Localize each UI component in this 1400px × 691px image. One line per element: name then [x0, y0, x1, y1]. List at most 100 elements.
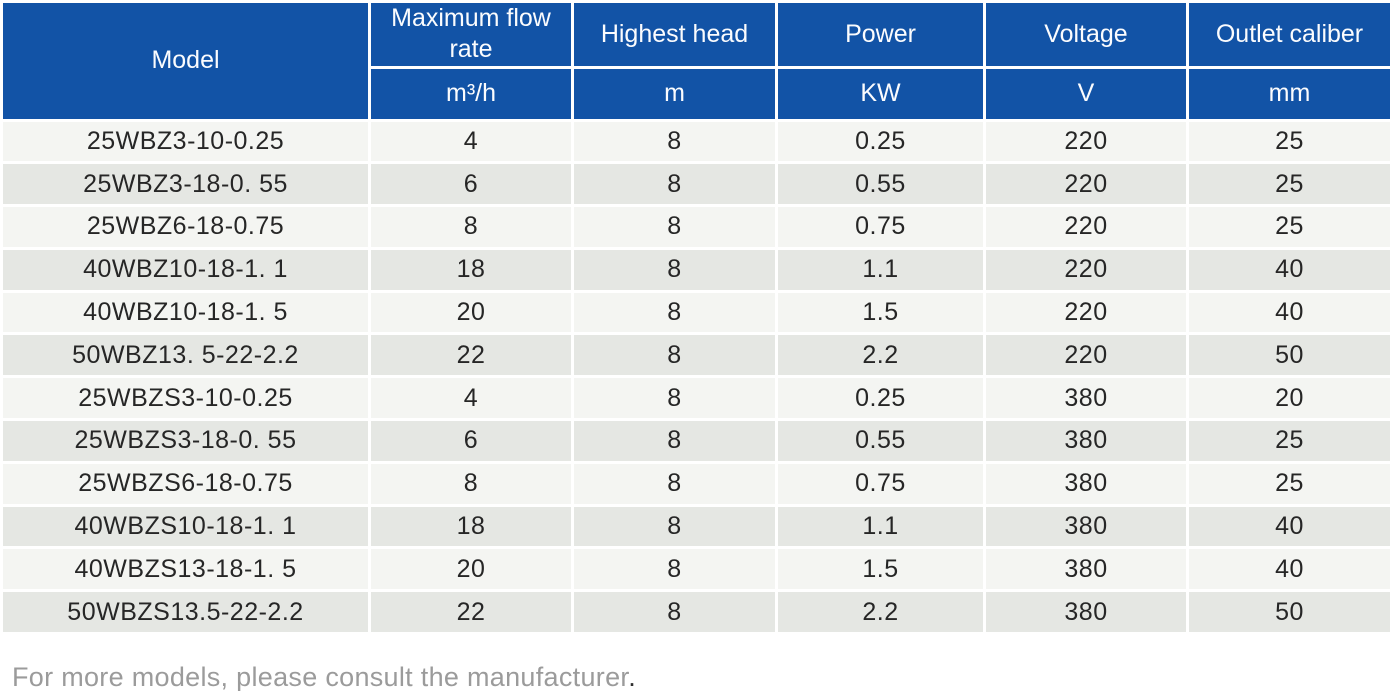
cell-highest-head: 8: [571, 161, 778, 208]
cell-highest-head: 8: [571, 204, 778, 250]
column-unit-max-flow-rate: m³/h: [368, 65, 574, 122]
table-row: 40WBZ10-18-1. 5 20 8 1.5 220 40: [0, 289, 1393, 336]
cell-max-flow-rate: 22: [368, 332, 574, 379]
pump-spec-table: Model Maximum flow rate Highest head Power V…: [0, 0, 1393, 636]
cell-voltage: 220: [983, 118, 1189, 165]
footer-note: For more models, please consult the manu…: [12, 662, 1400, 691]
table-body: 25WBZ3-10-0.25 4 8 0.25 220 25 25WBZ3-18-0. 55…: [0, 118, 1393, 636]
footer-text: For more models, please consult the manu…: [12, 662, 629, 691]
cell-max-flow-rate: 6: [368, 418, 574, 464]
column-unit-outlet-caliber: mm: [1186, 65, 1393, 122]
cell-highest-head: 8: [571, 546, 778, 593]
cell-highest-head: 8: [571, 332, 778, 379]
cell-highest-head: 8: [571, 289, 778, 336]
cell-outlet-caliber: 25: [1186, 204, 1393, 250]
cell-model: 40WBZ10-18-1. 1: [0, 246, 371, 293]
table-row: 25WBZS3-10-0.25 4 8 0.25 380 20: [0, 375, 1393, 422]
cell-voltage: 380: [983, 375, 1189, 422]
cell-model: 40WBZS10-18-1. 1: [0, 503, 371, 550]
cell-highest-head: 8: [571, 418, 778, 464]
cell-power: 2.2: [775, 332, 986, 379]
column-header-voltage: Voltage: [983, 0, 1189, 69]
footer-period: .: [628, 662, 637, 691]
table-row: 50WBZS13.5-22-2.2 22 8 2.2 380 50: [0, 589, 1393, 636]
cell-power: 0.75: [775, 204, 986, 250]
cell-model: 40WBZS13-18-1. 5: [0, 546, 371, 593]
cell-voltage: 220: [983, 161, 1189, 208]
cell-outlet-caliber: 40: [1186, 503, 1393, 550]
cell-power: 1.1: [775, 246, 986, 293]
table-row: 25WBZ6-18-0.75 8 8 0.75 220 25: [0, 204, 1393, 250]
table-header: Model Maximum flow rate Highest head Power V…: [0, 0, 1393, 122]
cell-outlet-caliber: 40: [1186, 546, 1393, 593]
cell-outlet-caliber: 25: [1186, 460, 1393, 507]
cell-model: 25WBZ3-10-0.25: [0, 118, 371, 165]
cell-power: 1.5: [775, 546, 986, 593]
cell-max-flow-rate: 4: [368, 375, 574, 422]
cell-model: 25WBZS6-18-0.75: [0, 460, 371, 507]
table-row: 25WBZS3-18-0. 55 6 8 0.55 380 25: [0, 418, 1393, 464]
table-row: 25WBZ3-10-0.25 4 8 0.25 220 25: [0, 118, 1393, 165]
cell-voltage: 380: [983, 460, 1189, 507]
cell-power: 0.25: [775, 118, 986, 165]
cell-outlet-caliber: 20: [1186, 375, 1393, 422]
cell-power: 1.1: [775, 503, 986, 550]
column-header-outlet-caliber: Outlet caliber: [1186, 0, 1393, 69]
cell-highest-head: 8: [571, 246, 778, 293]
cell-voltage: 380: [983, 418, 1189, 464]
cell-voltage: 220: [983, 332, 1189, 379]
cell-power: 0.55: [775, 418, 986, 464]
cell-model: 25WBZS3-18-0. 55: [0, 418, 371, 464]
cell-outlet-caliber: 25: [1186, 418, 1393, 464]
cell-power: 0.55: [775, 161, 986, 208]
table-row: 40WBZS10-18-1. 1 18 8 1.1 380 40: [0, 503, 1393, 550]
cell-voltage: 220: [983, 204, 1189, 250]
table-row: 25WBZ3-18-0. 55 6 8 0.55 220 25: [0, 161, 1393, 208]
cell-max-flow-rate: 8: [368, 204, 574, 250]
cell-voltage: 380: [983, 503, 1189, 550]
table-row: 40WBZ10-18-1. 1 18 8 1.1 220 40: [0, 246, 1393, 293]
cell-model: 50WBZS13.5-22-2.2: [0, 589, 371, 636]
cell-model: 25WBZS3-10-0.25: [0, 375, 371, 422]
cell-outlet-caliber: 50: [1186, 332, 1393, 379]
cell-outlet-caliber: 40: [1186, 246, 1393, 293]
cell-max-flow-rate: 6: [368, 161, 574, 208]
cell-highest-head: 8: [571, 375, 778, 422]
cell-voltage: 220: [983, 289, 1189, 336]
cell-max-flow-rate: 8: [368, 460, 574, 507]
table-row: 50WBZ13. 5-22-2.2 22 8 2.2 220 50: [0, 332, 1393, 379]
cell-power: 0.75: [775, 460, 986, 507]
cell-highest-head: 8: [571, 118, 778, 165]
column-header-power: Power: [775, 0, 986, 69]
cell-max-flow-rate: 22: [368, 589, 574, 636]
column-header-max-flow-rate: Maximum flow rate: [368, 0, 574, 69]
cell-voltage: 380: [983, 589, 1189, 636]
cell-model: 25WBZ6-18-0.75: [0, 204, 371, 250]
table-row: 25WBZS6-18-0.75 8 8 0.75 380 25: [0, 460, 1393, 507]
cell-max-flow-rate: 20: [368, 546, 574, 593]
cell-highest-head: 8: [571, 503, 778, 550]
column-header-highest-head: Highest head: [571, 0, 778, 69]
column-header-model: Model: [0, 0, 371, 122]
cell-highest-head: 8: [571, 460, 778, 507]
column-unit-highest-head: m: [571, 65, 778, 122]
cell-voltage: 380: [983, 546, 1189, 593]
cell-power: 1.5: [775, 289, 986, 336]
cell-highest-head: 8: [571, 589, 778, 636]
cell-model: 40WBZ10-18-1. 5: [0, 289, 371, 336]
cell-power: 2.2: [775, 589, 986, 636]
cell-model: 50WBZ13. 5-22-2.2: [0, 332, 371, 379]
cell-outlet-caliber: 40: [1186, 289, 1393, 336]
cell-model: 25WBZ3-18-0. 55: [0, 161, 371, 208]
cell-max-flow-rate: 4: [368, 118, 574, 165]
cell-max-flow-rate: 18: [368, 246, 574, 293]
cell-outlet-caliber: 25: [1186, 161, 1393, 208]
cell-max-flow-rate: 20: [368, 289, 574, 336]
cell-power: 0.25: [775, 375, 986, 422]
table-row: 40WBZS13-18-1. 5 20 8 1.5 380 40: [0, 546, 1393, 593]
cell-outlet-caliber: 25: [1186, 118, 1393, 165]
column-unit-power: KW: [775, 65, 986, 122]
cell-voltage: 220: [983, 246, 1189, 293]
cell-outlet-caliber: 50: [1186, 589, 1393, 636]
